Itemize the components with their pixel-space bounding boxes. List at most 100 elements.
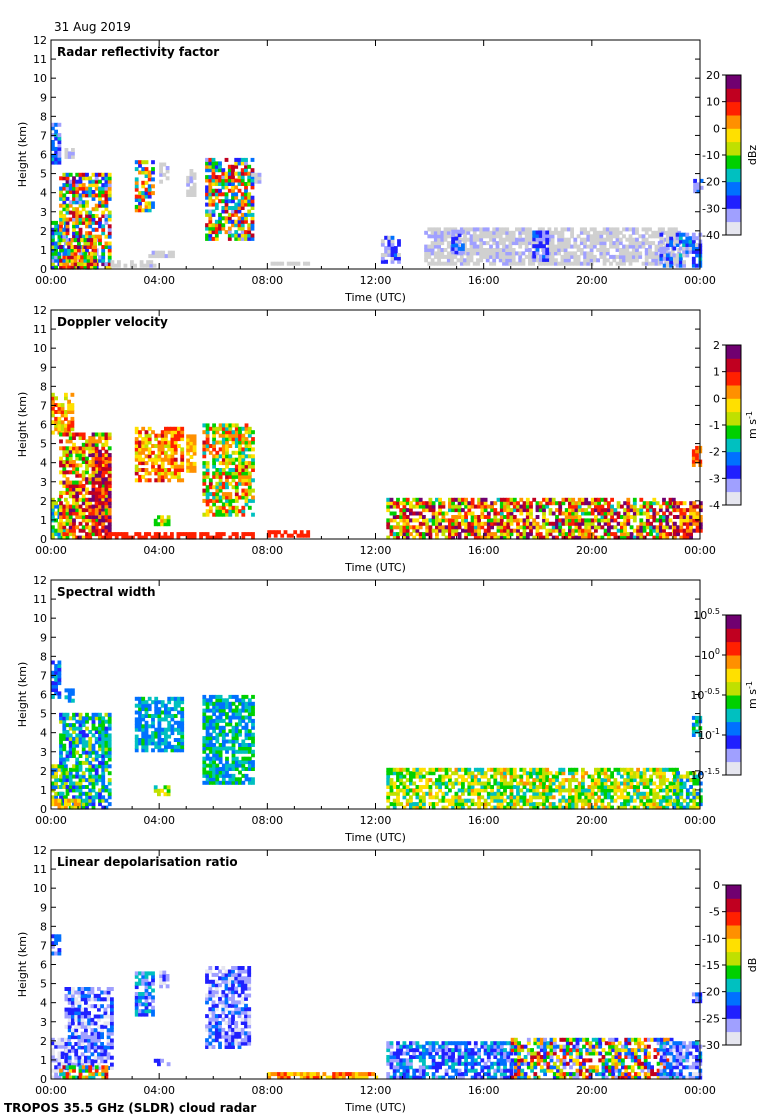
echo-cell <box>247 199 252 204</box>
echo-cell <box>412 525 417 530</box>
echo-cell <box>208 236 213 241</box>
echo-cell <box>221 461 226 466</box>
echo-cell <box>477 515 481 519</box>
echo-cell <box>555 525 559 530</box>
echo-cell <box>412 767 417 772</box>
echo-cell <box>306 261 311 266</box>
echo-cell <box>208 773 213 778</box>
echo-cell <box>244 468 249 472</box>
echo-cell <box>65 207 70 212</box>
echo-cell <box>221 226 226 231</box>
echo-cell <box>629 525 634 530</box>
echo-cell <box>524 248 529 252</box>
echo-cell <box>54 802 58 807</box>
echo-cell <box>78 490 83 495</box>
echo-cell <box>225 447 229 452</box>
echo-region <box>386 767 679 810</box>
echo-cell <box>161 250 166 255</box>
echo-cell <box>107 743 112 748</box>
echo-cell <box>160 731 165 736</box>
echo-cell <box>574 504 579 509</box>
echo-cell <box>405 767 410 772</box>
echo-cell <box>51 764 55 769</box>
echo-cell <box>104 760 109 765</box>
colorbar-swatch <box>726 155 741 169</box>
echo-cell <box>676 515 680 519</box>
echo-cell <box>695 253 699 258</box>
echo-cell <box>238 763 242 768</box>
echo-cell <box>563 258 568 263</box>
echo-cell <box>618 261 623 266</box>
echo-cell <box>154 444 159 448</box>
echo-cell <box>431 511 436 516</box>
echo-cell <box>405 778 410 783</box>
echo-cell <box>81 186 86 191</box>
echo-cell <box>605 234 610 239</box>
echo-cell <box>218 509 223 514</box>
echo-cell <box>65 750 70 755</box>
echo-cell <box>479 241 484 246</box>
echo-cell <box>215 468 220 472</box>
echo-cell <box>451 535 455 540</box>
echo-cell <box>430 261 435 266</box>
echo-cell <box>671 504 676 509</box>
echo-cell <box>212 701 216 706</box>
echo-cell <box>51 681 55 686</box>
echo-cell <box>218 175 222 180</box>
echo-cell <box>104 477 109 482</box>
echo-cell <box>464 518 468 523</box>
echo-cell <box>88 730 93 734</box>
echo-cell <box>251 712 255 717</box>
echo-cell <box>567 254 571 259</box>
echo-cell <box>72 774 76 779</box>
echo-cell <box>94 525 99 530</box>
echo-cell <box>141 727 146 732</box>
echo-cell <box>144 174 149 178</box>
echo-cell <box>98 733 102 738</box>
echo-cell <box>422 521 426 526</box>
echo-cell <box>215 426 220 431</box>
echo-cell <box>101 754 106 758</box>
echo-cell <box>437 248 441 252</box>
echo-cell <box>511 237 516 242</box>
echo-cell <box>545 233 550 238</box>
echo-cell <box>470 528 475 533</box>
echo-cell <box>688 236 693 241</box>
echo-cell <box>78 778 83 783</box>
colorbar-swatch <box>726 345 741 359</box>
echo-cell <box>221 732 226 737</box>
echo-cell <box>160 700 165 705</box>
echo-cell <box>392 781 397 786</box>
echo-cell <box>597 501 601 506</box>
echo-cell <box>91 217 96 222</box>
echo-cell <box>117 263 121 268</box>
echo-cell <box>62 504 67 509</box>
echo-cell <box>238 718 242 723</box>
echo-cell <box>485 230 490 235</box>
echo-cell <box>689 508 693 513</box>
echo-cell <box>238 444 242 448</box>
y-tick-label: 5 <box>40 168 47 181</box>
echo-cell <box>228 746 233 751</box>
echo-cell <box>192 451 197 456</box>
echo-cell <box>622 261 626 266</box>
echo-cell <box>518 258 523 263</box>
echo-cell <box>503 501 507 506</box>
echo-cell <box>551 511 556 516</box>
echo-cell <box>94 186 99 191</box>
echo-cell <box>94 172 99 177</box>
echo-cell <box>177 720 181 725</box>
echo-cell <box>587 528 592 533</box>
echo-cell <box>101 740 106 745</box>
echo-cell <box>104 200 109 205</box>
echo-cell <box>171 250 175 255</box>
echo-cell <box>638 244 643 249</box>
echo-cell <box>101 730 106 734</box>
echo-cell <box>60 781 65 786</box>
echo-cell <box>85 466 89 471</box>
echo-cell <box>221 739 226 744</box>
echo-cell <box>568 525 572 530</box>
echo-cell <box>208 732 213 737</box>
echo-cell <box>72 754 76 758</box>
echo-cell <box>241 437 246 442</box>
